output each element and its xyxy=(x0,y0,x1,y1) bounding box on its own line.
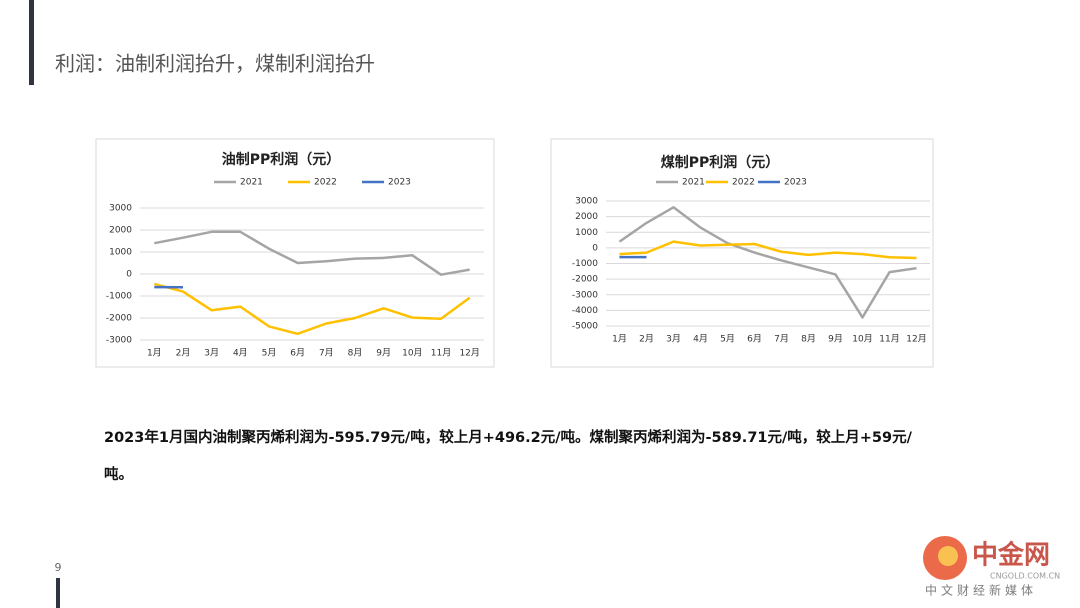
y-tick-label: 0 xyxy=(126,270,132,280)
chart-title: 煤制PP利润（元） xyxy=(661,154,780,171)
y-tick-label: 1000 xyxy=(109,248,132,258)
x-tick-label: 9月 xyxy=(828,334,843,345)
y-tick-label: -3000 xyxy=(106,336,132,346)
chart-title: 油制PP利润（元） xyxy=(222,151,341,168)
x-tick-label: 7月 xyxy=(774,334,789,345)
x-tick-label: 12月 xyxy=(906,334,926,345)
x-tick-label: 6月 xyxy=(747,334,762,345)
x-tick-label: 5月 xyxy=(262,348,277,359)
x-tick-label: 11月 xyxy=(431,348,451,359)
x-tick-label: 2月 xyxy=(176,348,191,359)
x-tick-label: 1月 xyxy=(147,348,162,359)
legend-label: 2021 xyxy=(240,178,263,188)
y-tick-label: -1000 xyxy=(572,259,598,269)
legend-label: 2022 xyxy=(732,178,755,188)
y-tick-label: -4000 xyxy=(572,306,598,316)
chart-frame xyxy=(550,138,934,368)
legend-label: 2021 xyxy=(682,178,705,188)
x-tick-label: 4月 xyxy=(233,348,248,359)
x-tick-label: 11月 xyxy=(879,334,899,345)
x-tick-label: 3月 xyxy=(666,334,681,345)
series-line xyxy=(618,206,917,319)
x-tick-label: 9月 xyxy=(376,348,391,359)
y-tick-label: -2000 xyxy=(572,275,598,285)
y-tick-label: 3000 xyxy=(109,204,132,214)
x-tick-label: 7月 xyxy=(319,348,334,359)
title-bar xyxy=(29,0,34,85)
x-tick-label: 1月 xyxy=(612,334,627,345)
x-tick-label: 4月 xyxy=(693,334,708,345)
legend-label: 2023 xyxy=(784,178,807,188)
slide-title: 利润：油制利润抬升，煤制利润抬升 xyxy=(55,52,375,76)
x-tick-label: 6月 xyxy=(290,348,305,359)
chart-frame xyxy=(95,138,495,368)
series-line xyxy=(153,282,471,336)
y-tick-label: 0 xyxy=(592,243,598,253)
legend-label: 2022 xyxy=(314,178,337,188)
x-tick-label: 8月 xyxy=(801,334,816,345)
y-tick-label: -3000 xyxy=(572,290,598,300)
y-tick-label: -5000 xyxy=(572,322,598,332)
site: CNGOLD.COM.CN xyxy=(990,572,1060,581)
x-tick-label: 2月 xyxy=(639,334,654,345)
slogan: 中文财经新媒体 xyxy=(925,583,1037,598)
x-tick-label: 5月 xyxy=(720,334,735,345)
y-tick-label: 1000 xyxy=(575,228,598,238)
x-tick-label: 10月 xyxy=(402,348,422,359)
page-number: 9 xyxy=(55,561,62,574)
body-text: 2023年1月国内油制聚丙烯利润为-595.79元/吨，较上月+496.2元/吨… xyxy=(104,430,912,483)
x-tick-label: 10月 xyxy=(852,334,872,345)
series-line xyxy=(619,240,917,260)
y-tick-label: 2000 xyxy=(109,226,132,236)
y-tick-label: 2000 xyxy=(575,212,598,222)
y-tick-label: 3000 xyxy=(575,197,598,207)
watermark: 中金网 CNGOLD.COM.CN 中文财经新媒体 xyxy=(923,536,1060,598)
y-tick-label: -1000 xyxy=(106,292,132,302)
brand: 中金网 xyxy=(972,540,1050,571)
footer-bar xyxy=(56,578,60,608)
x-tick-label: 12月 xyxy=(459,348,479,359)
logo xyxy=(938,546,958,566)
x-tick-label: 8月 xyxy=(348,348,363,359)
y-tick-label: -2000 xyxy=(106,314,132,324)
x-tick-label: 3月 xyxy=(204,348,219,359)
series-line xyxy=(154,230,470,276)
legend-label: 2023 xyxy=(388,178,411,188)
